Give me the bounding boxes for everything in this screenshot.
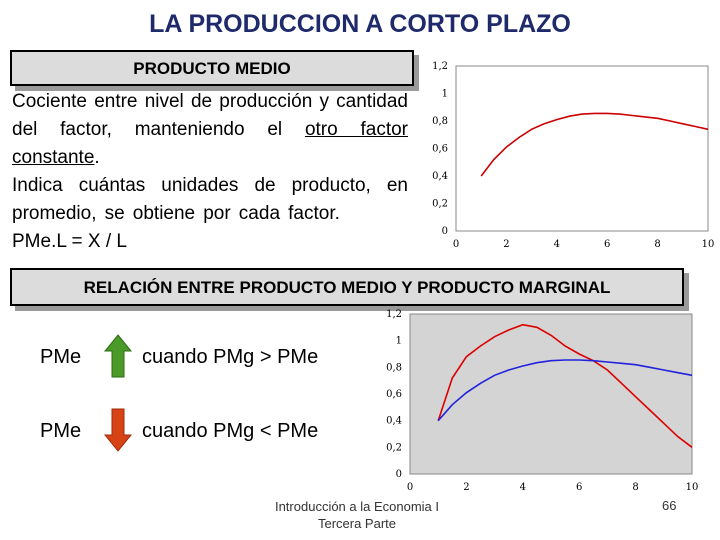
y-tick-label: 0,2 [432, 199, 448, 210]
x-tick-label: 0 [453, 239, 459, 250]
x-tick-label: 10 [686, 482, 699, 493]
row-condition: cuando PMg < PMe [142, 420, 319, 442]
chart-average-product: 0 0,2 0,4 0,6 0,8 1 1,2 0 2 4 6 8 10 [432, 61, 715, 250]
y-tick-label: 0,8 [386, 362, 402, 373]
definition-underlined: otro factor constante [12, 119, 408, 168]
definition-paragraph: Cociente entre nivel de producción y can… [12, 88, 408, 172]
page-title: LA PRODUCCION A CORTO PLAZO [149, 10, 571, 38]
series-line [437, 359, 693, 422]
y-tick-label: 1,2 [386, 309, 402, 320]
x-tick-label: 6 [604, 239, 610, 250]
x-tick-label: 4 [520, 482, 526, 493]
plot-area [409, 313, 693, 475]
x-tick-label: 2 [463, 482, 469, 493]
definition-start: Cociente entre nivel de producción y can… [12, 91, 408, 140]
y-tick-label: 0,6 [432, 144, 448, 155]
row-label: PMe [40, 346, 82, 368]
x-tick-label: 10 [702, 239, 715, 250]
y-tick-label: 0,4 [432, 171, 448, 182]
arrow-down-icon [104, 408, 132, 452]
footer-part: Tercera Parte [317, 516, 397, 531]
chart-average-vs-marginal: 0 0,2 0,4 0,6 0,8 1 1,2 0 2 4 6 8 10 [386, 309, 699, 493]
section-heading-producto-medio: PRODUCTO MEDIO [10, 50, 414, 86]
explanation-text: Indica cuántas unidades de producto, en … [12, 175, 408, 224]
y-tick-label: 1 [396, 336, 402, 347]
definition-text: Cociente entre nivel de producción y can… [12, 88, 408, 256]
definition-end: . [94, 147, 100, 168]
footer: Introducción a la Economia I Tercera Par… [262, 498, 452, 532]
x-tick-label: 2 [503, 239, 509, 250]
y-tick-label: 0 [442, 226, 448, 237]
row-condition: cuando PMg > PMe [142, 346, 319, 368]
footer-course: Introducción a la Economia I [274, 499, 440, 514]
series-line [480, 112, 709, 177]
y-tick-label: 1 [442, 89, 448, 100]
series-line [437, 323, 693, 448]
y-tick-label: 0,8 [432, 116, 448, 127]
x-tick-label: 6 [576, 482, 582, 493]
x-tick-label: 0 [407, 482, 413, 493]
x-tick-label: 8 [632, 482, 638, 493]
page-number: 66 [662, 498, 677, 513]
x-tick-label: 8 [654, 239, 660, 250]
row-label: PMe [40, 420, 82, 442]
y-tick-label: 1,2 [432, 61, 448, 72]
y-tick-label: 0,4 [386, 416, 402, 427]
y-tick-label: 0 [396, 469, 402, 480]
explanation-paragraph: Indica cuántas unidades de producto, en … [12, 172, 408, 256]
arrow-up-icon [104, 334, 132, 378]
formula: PMe.L = X / L [12, 231, 127, 252]
y-tick-label: 0,6 [386, 389, 402, 400]
section-heading-relacion: RELACIÓN ENTRE PRODUCTO MEDIO Y PRODUCTO… [10, 268, 684, 306]
y-tick-label: 0,2 [386, 442, 402, 453]
x-tick-label: 4 [554, 239, 560, 250]
plot-area [455, 65, 709, 232]
